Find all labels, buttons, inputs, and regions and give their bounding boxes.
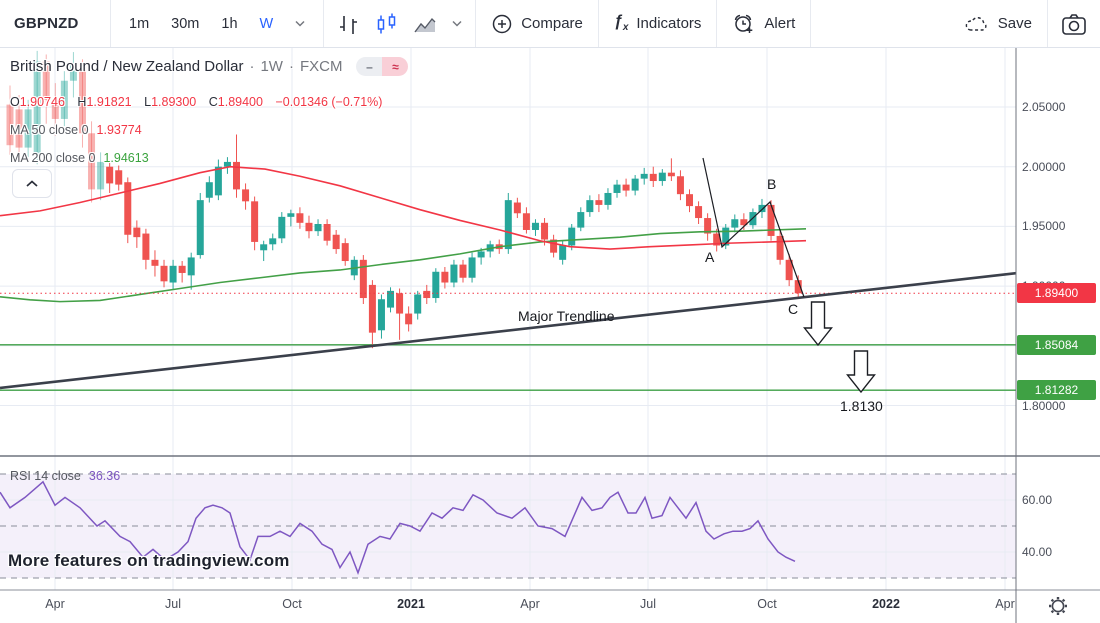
- collapse-legend-button[interactable]: [12, 169, 52, 198]
- change-value: −0.01346 (−0.71%): [275, 95, 383, 109]
- rsi-axis-label: 40.00: [1022, 545, 1053, 559]
- target-price-label: 1.8130: [840, 398, 883, 414]
- toolbar-separator: [323, 0, 325, 47]
- candles-chart-icon[interactable]: [375, 12, 398, 36]
- wave-point-label-A: A: [705, 249, 715, 265]
- time-axis-label[interactable]: Jul: [165, 597, 181, 611]
- ma50-value: 1.93774: [96, 123, 142, 137]
- time-axis-label[interactable]: 2021: [397, 597, 425, 611]
- chart-type-group: [324, 12, 475, 36]
- compare-plus-icon: [491, 13, 513, 35]
- chart-legend-title: British Pound / New Zealand Dollar · 1W …: [10, 57, 409, 76]
- camera-icon: [1061, 12, 1087, 36]
- fx-icon: ƒx: [613, 13, 629, 34]
- interval-30m[interactable]: 30m: [171, 15, 200, 32]
- toolbar-separator: [110, 0, 111, 47]
- time-axis-label[interactable]: Apr: [520, 597, 540, 611]
- symbol-button[interactable]: GBPNZD: [14, 15, 79, 32]
- compare-label: Compare: [521, 15, 583, 32]
- high-value: 1.91821: [86, 95, 132, 109]
- price-badge-1.85084: 1.85084: [1017, 334, 1096, 355]
- price-axis-label: 1.95000: [1022, 219, 1066, 234]
- time-axis-label[interactable]: Oct: [282, 597, 302, 611]
- ohlc-readout: O1.90746 H1.91821 L1.89300 C1.89400 −0.0…: [10, 95, 383, 109]
- toolbar-separator: [475, 0, 477, 47]
- time-axis-label[interactable]: 2022: [872, 597, 900, 611]
- price-badge-1.81282: 1.81282: [1017, 380, 1096, 401]
- wave-point-label-C: C: [788, 301, 799, 317]
- symbol-title: British Pound / New Zealand Dollar: [10, 58, 244, 75]
- time-axis-label[interactable]: Oct: [757, 597, 777, 611]
- minimize-icon[interactable]: –: [356, 57, 383, 76]
- cloud-save-icon: [964, 13, 990, 35]
- interval-chevron-down-icon[interactable]: [295, 20, 305, 27]
- interval-1m[interactable]: 1m: [129, 15, 150, 32]
- low-value: 1.89300: [151, 95, 197, 109]
- interval-group: 1m 30m 1h W: [111, 16, 323, 32]
- rsi-value: 36.36: [88, 469, 121, 483]
- toolbar-separator: [716, 0, 718, 47]
- save-label: Save: [997, 15, 1032, 32]
- close-value: 1.89400: [217, 95, 263, 109]
- toolbar-separator: [810, 0, 812, 47]
- interval-1h[interactable]: 1h: [221, 15, 238, 32]
- save-button[interactable]: Save: [949, 13, 1047, 35]
- alert-label: Alert: [764, 15, 796, 32]
- alert-button[interactable]: Alert: [717, 12, 810, 36]
- legend-interval: 1W: [260, 58, 283, 75]
- open-value: 1.90746: [19, 95, 65, 109]
- time-axis-label[interactable]: Apr: [995, 597, 1015, 611]
- rsi-axis-label: 60.00: [1022, 493, 1053, 507]
- alarm-clock-plus-icon: [732, 12, 756, 36]
- area-chart-icon[interactable]: [413, 12, 437, 36]
- wave-point-label-B: B: [767, 176, 777, 192]
- ma200-value: 1.94613: [103, 151, 149, 165]
- trendline-label: Major Trendline: [518, 308, 615, 324]
- time-axis-label[interactable]: Apr: [45, 597, 65, 611]
- price-axis-label: 2.00000: [1022, 159, 1066, 174]
- gear-settings-icon[interactable]: [1045, 593, 1071, 623]
- interval-1w-active[interactable]: W: [259, 15, 274, 32]
- top-toolbar: GBPNZD 1m 30m 1h W: [0, 0, 1100, 48]
- price-badge-1.89400: 1.89400: [1017, 283, 1096, 304]
- indicators-button[interactable]: ƒx Indicators: [599, 13, 717, 33]
- indicators-label: Indicators: [636, 15, 702, 32]
- toolbar-separator: [597, 0, 599, 47]
- toolbar-separator: [1047, 0, 1048, 47]
- approx-icon[interactable]: ≈: [382, 57, 409, 76]
- chart-type-chevron-down-icon[interactable]: [452, 20, 462, 27]
- time-axis-label[interactable]: Jul: [640, 597, 656, 611]
- legend-visibility-pill[interactable]: – ≈: [356, 57, 409, 76]
- compare-button[interactable]: Compare: [476, 13, 598, 35]
- screenshot-button[interactable]: [1048, 12, 1100, 36]
- rsi-legend: RSI 14 close 36.36: [10, 469, 121, 483]
- tradingview-watermark: More features on tradingview.com: [8, 551, 290, 570]
- price-axis-label: 1.80000: [1022, 398, 1066, 413]
- ma200-legend: MA 200 close 0 1.94613: [10, 151, 149, 165]
- legend-exchange: FXCM: [299, 58, 343, 75]
- price-axis-label: 2.05000: [1022, 100, 1066, 114]
- bars-chart-icon[interactable]: [337, 12, 360, 36]
- ma50-legend: MA 50 close 0 1.93774: [10, 123, 142, 137]
